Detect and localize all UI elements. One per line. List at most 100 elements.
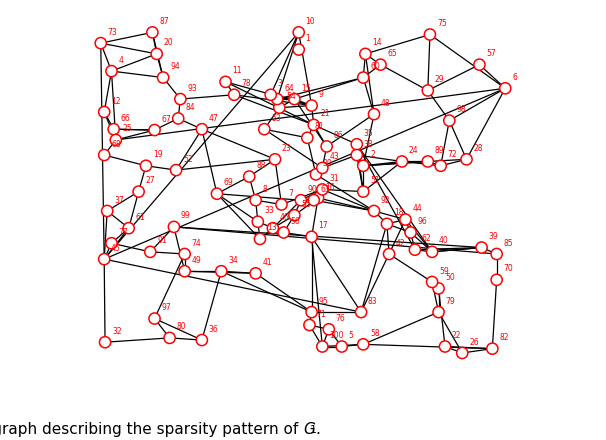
Text: 33: 33 — [265, 206, 275, 215]
Text: 48: 48 — [381, 99, 390, 108]
Circle shape — [244, 171, 255, 182]
Circle shape — [211, 188, 222, 199]
Text: 21: 21 — [321, 110, 330, 118]
Text: 66: 66 — [121, 114, 130, 123]
Text: 17: 17 — [319, 221, 328, 230]
Text: 69: 69 — [224, 178, 233, 187]
Text: 32: 32 — [112, 327, 122, 336]
Circle shape — [491, 274, 502, 286]
Text: 11: 11 — [233, 66, 242, 75]
Text: 70: 70 — [504, 264, 513, 273]
Text: 75: 75 — [437, 19, 447, 28]
Text: 60: 60 — [370, 62, 380, 71]
Text: 18: 18 — [394, 209, 404, 217]
Text: 95: 95 — [319, 297, 328, 306]
Text: 57: 57 — [487, 49, 496, 58]
Circle shape — [255, 233, 265, 245]
Text: 99: 99 — [181, 212, 190, 220]
Circle shape — [145, 246, 156, 257]
Text: 56: 56 — [290, 217, 300, 226]
Text: 31: 31 — [329, 174, 339, 183]
Text: 65: 65 — [387, 49, 397, 58]
Circle shape — [293, 27, 304, 38]
Circle shape — [306, 231, 317, 242]
Circle shape — [356, 307, 367, 318]
Text: 7: 7 — [288, 189, 293, 198]
Text: 22: 22 — [452, 331, 461, 340]
Text: 4: 4 — [118, 55, 123, 65]
Text: 42: 42 — [396, 238, 405, 248]
Text: 43: 43 — [329, 153, 339, 161]
Text: 36: 36 — [208, 325, 219, 334]
Text: Fig. 2: A graph describing the sparsity pattern of: Fig. 2: A graph describing the sparsity … — [0, 422, 303, 437]
Circle shape — [321, 141, 332, 152]
Text: 34: 34 — [228, 256, 238, 265]
Text: 55: 55 — [301, 200, 311, 209]
Text: .: . — [315, 422, 320, 437]
Text: 93: 93 — [187, 84, 197, 92]
Text: 85: 85 — [504, 238, 513, 248]
Text: 82: 82 — [499, 333, 508, 342]
Circle shape — [99, 337, 111, 348]
Text: 64: 64 — [284, 84, 294, 92]
Circle shape — [368, 205, 379, 216]
Circle shape — [422, 156, 433, 167]
Text: 10: 10 — [305, 17, 315, 26]
Circle shape — [220, 76, 231, 88]
Text: G: G — [303, 422, 315, 437]
Text: 8: 8 — [262, 185, 267, 194]
Text: 44: 44 — [412, 204, 422, 213]
Circle shape — [158, 72, 168, 83]
Circle shape — [250, 268, 261, 279]
Text: 30: 30 — [323, 159, 333, 168]
Text: 12: 12 — [111, 96, 121, 106]
Text: 67: 67 — [161, 114, 171, 124]
Circle shape — [99, 150, 110, 161]
Circle shape — [427, 246, 438, 257]
Circle shape — [108, 124, 119, 135]
Circle shape — [216, 266, 227, 277]
Circle shape — [106, 66, 117, 77]
Text: 41: 41 — [262, 258, 272, 267]
Circle shape — [433, 307, 444, 318]
Circle shape — [427, 276, 438, 288]
Circle shape — [141, 160, 152, 171]
Circle shape — [435, 160, 446, 171]
Circle shape — [270, 154, 281, 165]
Circle shape — [175, 93, 186, 105]
Circle shape — [474, 59, 485, 70]
Circle shape — [289, 210, 300, 221]
Circle shape — [351, 150, 362, 161]
Circle shape — [358, 160, 369, 171]
Circle shape — [396, 156, 408, 167]
Text: 78: 78 — [241, 79, 251, 88]
Text: 90: 90 — [308, 185, 318, 194]
Circle shape — [304, 319, 315, 330]
Circle shape — [252, 216, 264, 227]
Circle shape — [323, 324, 335, 335]
Text: 13: 13 — [267, 224, 276, 232]
Circle shape — [278, 227, 289, 238]
Text: 35: 35 — [364, 129, 373, 138]
Text: 79: 79 — [445, 297, 455, 306]
Circle shape — [433, 283, 444, 294]
Circle shape — [306, 307, 317, 318]
Text: 46: 46 — [280, 213, 290, 222]
Text: 9: 9 — [319, 90, 324, 99]
Text: 1: 1 — [310, 425, 318, 435]
Text: 83: 83 — [368, 297, 378, 306]
Circle shape — [164, 332, 175, 344]
Text: 86: 86 — [333, 131, 343, 140]
Circle shape — [405, 227, 416, 238]
Text: 87: 87 — [159, 17, 169, 26]
Text: 47: 47 — [208, 114, 219, 123]
Text: 58: 58 — [370, 329, 380, 338]
Text: 89: 89 — [435, 146, 444, 155]
Text: 53: 53 — [271, 114, 281, 123]
Text: 39: 39 — [488, 232, 498, 241]
Circle shape — [196, 334, 207, 346]
Circle shape — [267, 223, 279, 234]
Text: 98: 98 — [456, 105, 466, 114]
Text: 14: 14 — [372, 38, 382, 48]
Text: 2: 2 — [370, 150, 375, 159]
